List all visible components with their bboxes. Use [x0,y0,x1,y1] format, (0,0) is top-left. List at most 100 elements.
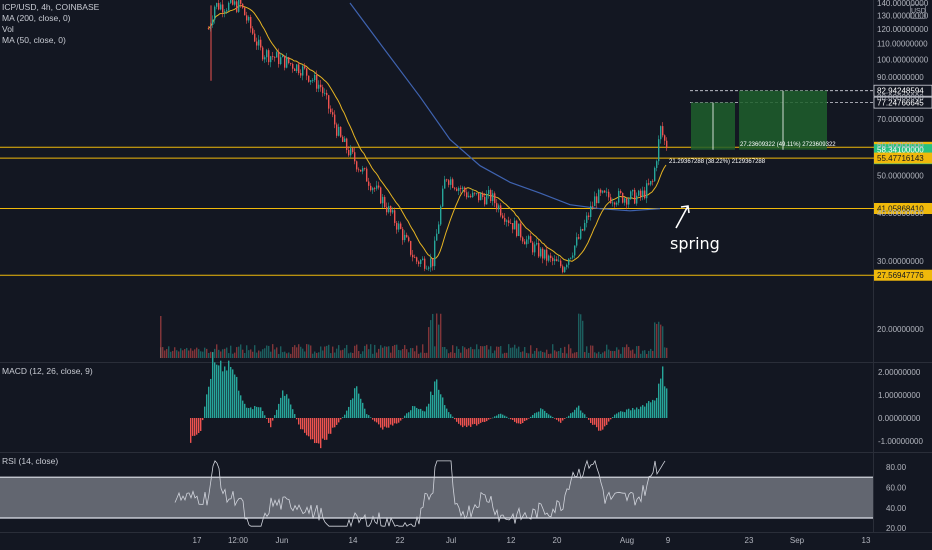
legend-macd[interactable]: MACD (12, 26, close, 9) [2,366,93,377]
volume-bar [582,321,583,358]
macd-bar [536,412,537,418]
candle-body [470,196,471,197]
macd-bar [396,418,397,424]
macd-bar [232,369,233,418]
candle-body [368,182,369,186]
macd-bar [316,418,317,443]
candle-body [608,192,609,198]
volume-bar [626,344,627,358]
volume-bar [412,348,413,358]
candle-body [510,223,511,224]
volume-bar [478,349,479,358]
candle-body [240,0,241,4]
volume-bar [246,345,247,358]
macd-bar [586,417,587,418]
macd-bar [234,375,235,418]
volume-bar [568,344,569,358]
macd-bar [488,418,489,420]
volume-bar [540,351,541,358]
legend-ma200[interactable]: MA (200, close, 0) [2,13,71,24]
macd-bar [584,414,585,418]
macd-bar [456,418,457,422]
macd-bar [344,415,345,418]
volume-bar [172,351,173,358]
candle-body [370,186,371,190]
macd-bar [646,403,647,418]
volume-bar [446,349,447,358]
volume-bar [632,350,633,358]
candle-body [354,152,355,161]
macd-histogram: 2.000000001.000000000.00000000-1.0000000… [190,352,923,448]
candle-body [306,68,307,75]
candle-body [606,192,607,193]
candle-body [350,148,351,155]
candle-body [586,216,587,223]
volume-bar [482,346,483,358]
volume-bar [294,345,295,358]
macd-bar [530,417,531,418]
candle-body [600,190,601,193]
volume-bar [484,346,485,358]
macd-bar [280,398,281,418]
candle-body [448,180,449,185]
candle-body [662,126,663,135]
legend-symbol[interactable]: ICP/USD, 4h, COINBASE [2,2,99,13]
volume-bar [458,349,459,358]
macd-bar [340,418,341,419]
volume-bar [620,354,621,358]
volume-bar [344,348,345,358]
volume-bar [644,350,645,358]
volume-bar [382,348,383,358]
level-tag-text: 27.56947776 [877,271,924,280]
volume-bar [290,354,291,358]
macd-bar [352,398,353,418]
macd-bar [394,418,395,423]
volume-bar [184,349,185,358]
volume-bar [436,313,437,358]
legend-rsi[interactable]: RSI (14, close) [2,456,58,467]
volume-bar [618,350,619,358]
spring-label: spring [670,234,720,253]
macd-bar [408,412,409,418]
macd-bar [382,418,383,430]
legend-ma50[interactable]: MA (50, close, 0) [2,35,66,46]
volume-bar [666,348,667,358]
volume-bar [372,354,373,358]
volume-bar [328,345,329,358]
volume-bar [448,353,449,358]
candle-body [576,237,577,245]
volume-bar [572,353,573,358]
macd-bar [594,418,595,425]
volume-bar [218,350,219,358]
ma50-line [208,6,666,262]
volume-bar [648,351,649,358]
volume-bar [584,352,585,358]
volume-bar [398,350,399,358]
volume-bar [256,353,257,358]
candle-body [410,241,411,255]
legend-vol[interactable]: Vol [2,24,14,35]
candle-body [378,186,379,188]
volume-bar [192,351,193,358]
macd-bar [342,417,343,418]
candle-body [656,161,657,168]
candle-body [264,57,265,59]
candle-body [248,17,249,20]
candle-body [478,193,479,200]
volume-bar [542,352,543,358]
macd-bar [638,409,639,418]
volume-bar [650,349,651,358]
candle-body [490,190,491,201]
arrow-annotation[interactable] [676,206,689,228]
candle-body [420,260,421,264]
currency-button[interactable]: USD [910,4,926,19]
candle-body [256,41,257,45]
candle-body [458,188,459,191]
candle-body [332,112,333,114]
volume-bar [480,346,481,358]
volume-bar [656,324,657,358]
volume-bar [544,352,545,358]
candle-body [624,198,625,202]
macd-bar [266,418,267,419]
